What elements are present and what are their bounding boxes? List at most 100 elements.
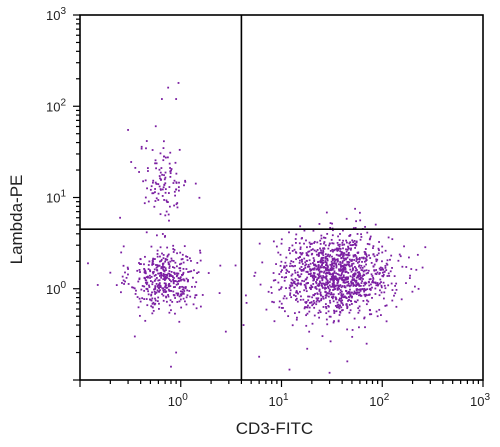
data-point: [190, 270, 193, 273]
data-point: [318, 273, 321, 275]
data-point: [342, 304, 344, 306]
data-point: [348, 296, 351, 299]
data-point: [414, 285, 416, 288]
data-point: [201, 294, 204, 296]
data-point: [318, 300, 321, 303]
data-point: [277, 251, 280, 254]
data-point: [358, 294, 360, 297]
data-point: [334, 288, 336, 290]
data-point: [164, 156, 167, 159]
data-point: [181, 274, 184, 277]
data-point: [385, 320, 388, 323]
data-point: [358, 326, 360, 329]
data-point: [175, 188, 178, 191]
data-point: [352, 268, 354, 270]
data-point: [272, 272, 275, 274]
data-point: [363, 289, 365, 292]
data-point: [341, 299, 344, 302]
data-point: [285, 264, 288, 267]
data-point: [160, 276, 163, 279]
data-point: [281, 276, 283, 279]
data-point: [144, 269, 146, 272]
data-point: [398, 253, 401, 256]
data-point: [300, 283, 302, 286]
data-point: [326, 280, 329, 283]
data-point: [327, 292, 330, 295]
data-point: [149, 270, 152, 273]
data-point: [331, 267, 334, 270]
data-point: [386, 259, 389, 262]
data-point: [323, 276, 326, 279]
data-point: [352, 227, 355, 230]
data-point: [292, 265, 295, 268]
data-point: [315, 303, 318, 306]
data-point: [379, 266, 382, 269]
data-point: [312, 303, 315, 306]
data-point: [353, 290, 356, 293]
data-point: [169, 299, 172, 302]
data-point: [162, 269, 165, 271]
data-point: [309, 243, 312, 245]
data-point: [349, 244, 352, 247]
data-point: [358, 305, 361, 308]
data-point: [302, 269, 305, 272]
data-point: [336, 258, 339, 261]
data-point: [181, 293, 183, 295]
data-point: [312, 279, 315, 282]
data-point: [330, 238, 333, 241]
data-point: [384, 249, 387, 252]
data-point: [318, 271, 321, 273]
data-point: [280, 260, 283, 263]
data-point: [315, 265, 318, 267]
data-point: [120, 291, 122, 294]
data-point: [300, 273, 303, 276]
data-point: [339, 291, 342, 294]
data-point: [161, 252, 163, 255]
data-point: [154, 188, 156, 190]
data-point: [318, 282, 321, 285]
data-point: [313, 314, 316, 317]
data-point: [127, 273, 129, 276]
data-point: [336, 288, 339, 291]
data-point: [289, 265, 291, 268]
data-point: [346, 241, 348, 244]
data-point: [143, 285, 146, 288]
data-point: [334, 285, 337, 288]
data-point: [318, 274, 320, 277]
data-point: [123, 283, 125, 285]
data-point: [195, 294, 198, 297]
data-point: [367, 300, 370, 303]
data-point: [346, 305, 349, 308]
data-point: [170, 271, 173, 273]
data-point: [331, 258, 334, 260]
data-point: [341, 260, 344, 263]
data-point: [341, 270, 344, 273]
data-point: [261, 261, 264, 264]
data-point: [150, 293, 153, 296]
data-point: [391, 238, 394, 241]
data-point: [346, 284, 349, 287]
data-point: [368, 288, 371, 291]
data-point: [340, 293, 343, 295]
data-point: [159, 255, 161, 258]
data-point: [352, 282, 355, 284]
data-point: [350, 303, 353, 305]
data-point: [319, 265, 322, 268]
data-point: [345, 270, 348, 273]
data-point: [150, 275, 153, 278]
data-point: [344, 278, 347, 281]
data-point: [138, 262, 140, 264]
data-point: [329, 278, 332, 280]
data-point: [347, 299, 350, 301]
data-point: [305, 301, 308, 303]
data-point: [184, 180, 187, 183]
data-point: [399, 255, 402, 258]
data-point: [341, 255, 344, 258]
data-point: [348, 265, 351, 268]
data-point: [137, 280, 140, 283]
data-point: [291, 284, 294, 287]
data-point: [174, 194, 176, 197]
data-point: [322, 236, 325, 239]
data-point: [380, 314, 382, 316]
data-point: [336, 247, 339, 250]
